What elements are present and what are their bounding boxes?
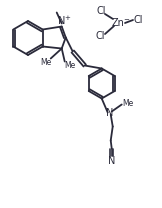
Text: Cl: Cl bbox=[133, 15, 143, 25]
Text: Cl: Cl bbox=[95, 31, 105, 41]
Text: Me: Me bbox=[122, 99, 133, 108]
Text: Me: Me bbox=[64, 61, 75, 70]
Text: N: N bbox=[58, 16, 65, 26]
Text: +: + bbox=[64, 15, 70, 21]
Text: N: N bbox=[106, 108, 113, 118]
Text: Zn: Zn bbox=[112, 18, 124, 28]
Text: Me: Me bbox=[40, 58, 51, 67]
Text: N: N bbox=[108, 156, 115, 166]
Text: −: − bbox=[123, 17, 129, 23]
Text: Cl: Cl bbox=[96, 6, 106, 16]
